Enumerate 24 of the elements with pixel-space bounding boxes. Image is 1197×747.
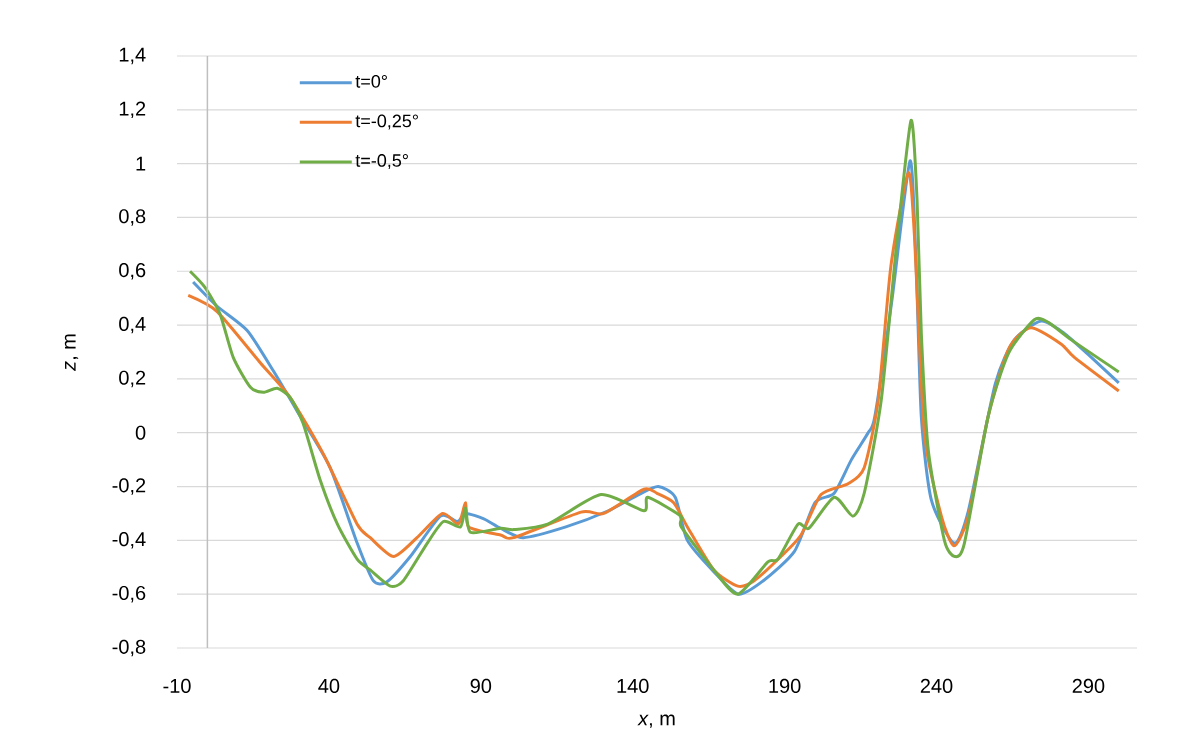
x-tick-label: 240: [920, 678, 953, 694]
y-tick-label: 1,4: [119, 47, 146, 65]
x-tick-label: 140: [617, 678, 649, 694]
y-tick-label: 1,2: [119, 101, 146, 119]
y-tick-label: 0,2: [119, 370, 146, 388]
y-tick-label: -0,4: [112, 532, 146, 549]
y-tick-label: 0: [135, 425, 146, 440]
x-tick-label: 190: [769, 678, 801, 694]
y-tick-label: -0,2: [112, 478, 146, 495]
legend-label: t=-0,25°: [355, 114, 418, 130]
x-tick-label: -10: [163, 678, 191, 694]
x-tick-label: 290: [1072, 678, 1105, 694]
y-tick-label: 1: [136, 156, 146, 171]
legend-label: t=0°: [355, 74, 387, 88]
y-tick-label: 0,4: [119, 316, 146, 334]
y-tick-label: -0,6: [112, 585, 146, 603]
y-tick-label: 0,6: [119, 263, 146, 280]
x-tick-label: 40: [318, 678, 340, 694]
y-axis-title: z, m: [64, 334, 79, 371]
x-tick-label: 90: [470, 678, 492, 694]
legend-label: t=-0,5°: [355, 154, 408, 169]
x-axis-title: x, m: [637, 714, 675, 728]
y-tick-label: -0,8: [112, 639, 146, 657]
y-tick-label: 0,8: [119, 209, 146, 226]
